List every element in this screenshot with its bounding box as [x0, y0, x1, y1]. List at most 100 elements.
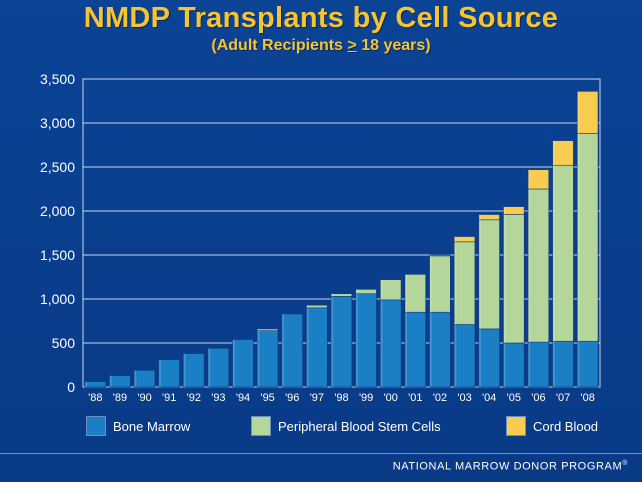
bar-highlight — [281, 313, 284, 387]
bar-highlight — [454, 241, 457, 325]
bar-highlight — [306, 305, 309, 308]
registered-mark: ® — [622, 460, 628, 467]
bar-highlight — [306, 307, 309, 387]
bar-bone-marrow — [306, 307, 328, 388]
bar-pbsc — [306, 304, 328, 309]
x-tick-label: '03 — [457, 392, 471, 404]
bar-bone-marrow — [207, 347, 230, 388]
bar-bone-marrow — [281, 313, 303, 388]
x-tick-label: '00 — [384, 392, 398, 404]
y-tick-label: 1,500 — [40, 247, 75, 263]
bar-highlight — [577, 341, 580, 387]
x-tick-label: '90 — [137, 392, 151, 404]
bar-highlight — [478, 219, 481, 329]
bar-cord-blood — [478, 214, 500, 221]
bar-bone-marrow — [84, 381, 106, 388]
bar-highlight — [552, 140, 555, 166]
bar-highlight — [528, 169, 531, 189]
bar-highlight — [552, 165, 555, 342]
bar-bone-marrow — [355, 293, 377, 388]
bar-bone-marrow — [478, 328, 500, 388]
bar-pbsc — [527, 188, 550, 343]
bar-highlight — [405, 274, 408, 313]
y-tick-label: 0 — [67, 379, 75, 395]
bar-highlight — [134, 370, 137, 387]
bar-pbsc — [257, 328, 279, 331]
bar-bone-marrow — [429, 311, 451, 388]
bar-highlight — [232, 339, 235, 387]
bar-highlight — [331, 293, 334, 297]
bar-highlight — [503, 343, 506, 387]
bar-pbsc — [503, 214, 525, 344]
subtitle-symbol: > — [347, 37, 357, 54]
bar-highlight — [183, 353, 186, 387]
x-tick-label: '91 — [162, 392, 176, 404]
bar-bone-marrow — [503, 342, 525, 388]
y-tick-label: 2,500 — [40, 159, 75, 175]
bar-highlight — [478, 214, 481, 220]
bar-highlight — [552, 341, 555, 387]
bar-highlight — [84, 381, 87, 387]
legend-swatch-bone-marrow — [86, 416, 106, 436]
legend-item-cord-blood: Cord Blood — [506, 416, 598, 436]
bar-pbsc — [380, 279, 402, 301]
bar-pbsc — [429, 255, 451, 313]
bar-pbsc — [404, 274, 426, 313]
footer-divider — [0, 453, 642, 454]
y-tick-label: 3,000 — [40, 115, 75, 131]
legend-item-pbsc: Peripheral Blood Stem Cells — [251, 416, 441, 436]
x-tick-label: '05 — [507, 392, 521, 404]
bar-highlight — [454, 324, 457, 387]
subtitle-prefix: (Adult Recipients — [211, 37, 348, 54]
bar-bone-marrow — [527, 341, 550, 388]
bar-bone-marrow — [330, 296, 353, 388]
x-tick-label: '88 — [88, 392, 102, 404]
y-tick-label: 3,500 — [40, 71, 75, 87]
bar-cord-blood — [577, 91, 599, 134]
bar-cord-blood — [552, 140, 574, 166]
bar-bone-marrow — [109, 375, 131, 388]
x-tick-label: '96 — [285, 392, 299, 404]
x-tick-label: '01 — [408, 392, 422, 404]
bar-bone-marrow — [577, 340, 599, 388]
bar-pbsc — [330, 293, 353, 297]
bar-bone-marrow — [133, 369, 156, 388]
bar-bone-marrow — [552, 340, 574, 388]
bar-bone-marrow — [183, 353, 205, 388]
legend-item-bone-marrow: Bone Marrow — [86, 416, 190, 436]
stacked-bar-chart: 0 500 1,000 1,500 2,000 2,500 3,000 3,500 '88 '89… — [40, 71, 601, 404]
footer-org-name: NATIONAL MARROW DONOR PROGRAM® — [393, 460, 628, 473]
bar-highlight — [429, 255, 432, 313]
bar-cord-blood — [503, 206, 525, 215]
bar-highlight — [257, 328, 260, 331]
bar-highlight — [429, 312, 432, 387]
chart-subtitle: (Adult Recipients > 18 years) — [0, 37, 642, 55]
x-tick-label: '93 — [211, 392, 225, 404]
y-tick-label: 500 — [52, 335, 76, 351]
bar-highlight — [454, 236, 457, 242]
subtitle-suffix: 18 years) — [356, 37, 431, 54]
bar-highlight — [577, 91, 580, 134]
bar-highlight — [528, 342, 531, 387]
bar-highlight — [380, 299, 383, 387]
bar-highlight — [429, 255, 432, 256]
bar-highlight — [208, 348, 211, 387]
bar-highlight — [380, 279, 383, 300]
bar-cord-blood — [453, 236, 476, 243]
bar-highlight — [405, 312, 408, 387]
bar-bone-marrow — [380, 299, 402, 388]
bar-cord-blood — [527, 169, 550, 190]
bar-highlight — [257, 330, 260, 387]
x-tick-label: '98 — [334, 392, 348, 404]
chart-legend: Bone Marrow Peripheral Blood Stem Cells … — [0, 416, 642, 440]
x-tick-label: '92 — [187, 392, 201, 404]
bar-bone-marrow — [404, 311, 426, 388]
bar-highlight — [478, 328, 481, 387]
bar-highlight — [528, 189, 531, 343]
bar-highlight — [158, 359, 161, 387]
legend-swatch-cord-blood — [506, 416, 526, 436]
bar-highlight — [109, 375, 112, 387]
legend-label-bone-marrow: Bone Marrow — [113, 418, 191, 434]
legend-swatch-pbsc — [251, 416, 271, 436]
bar-highlight — [355, 293, 358, 387]
